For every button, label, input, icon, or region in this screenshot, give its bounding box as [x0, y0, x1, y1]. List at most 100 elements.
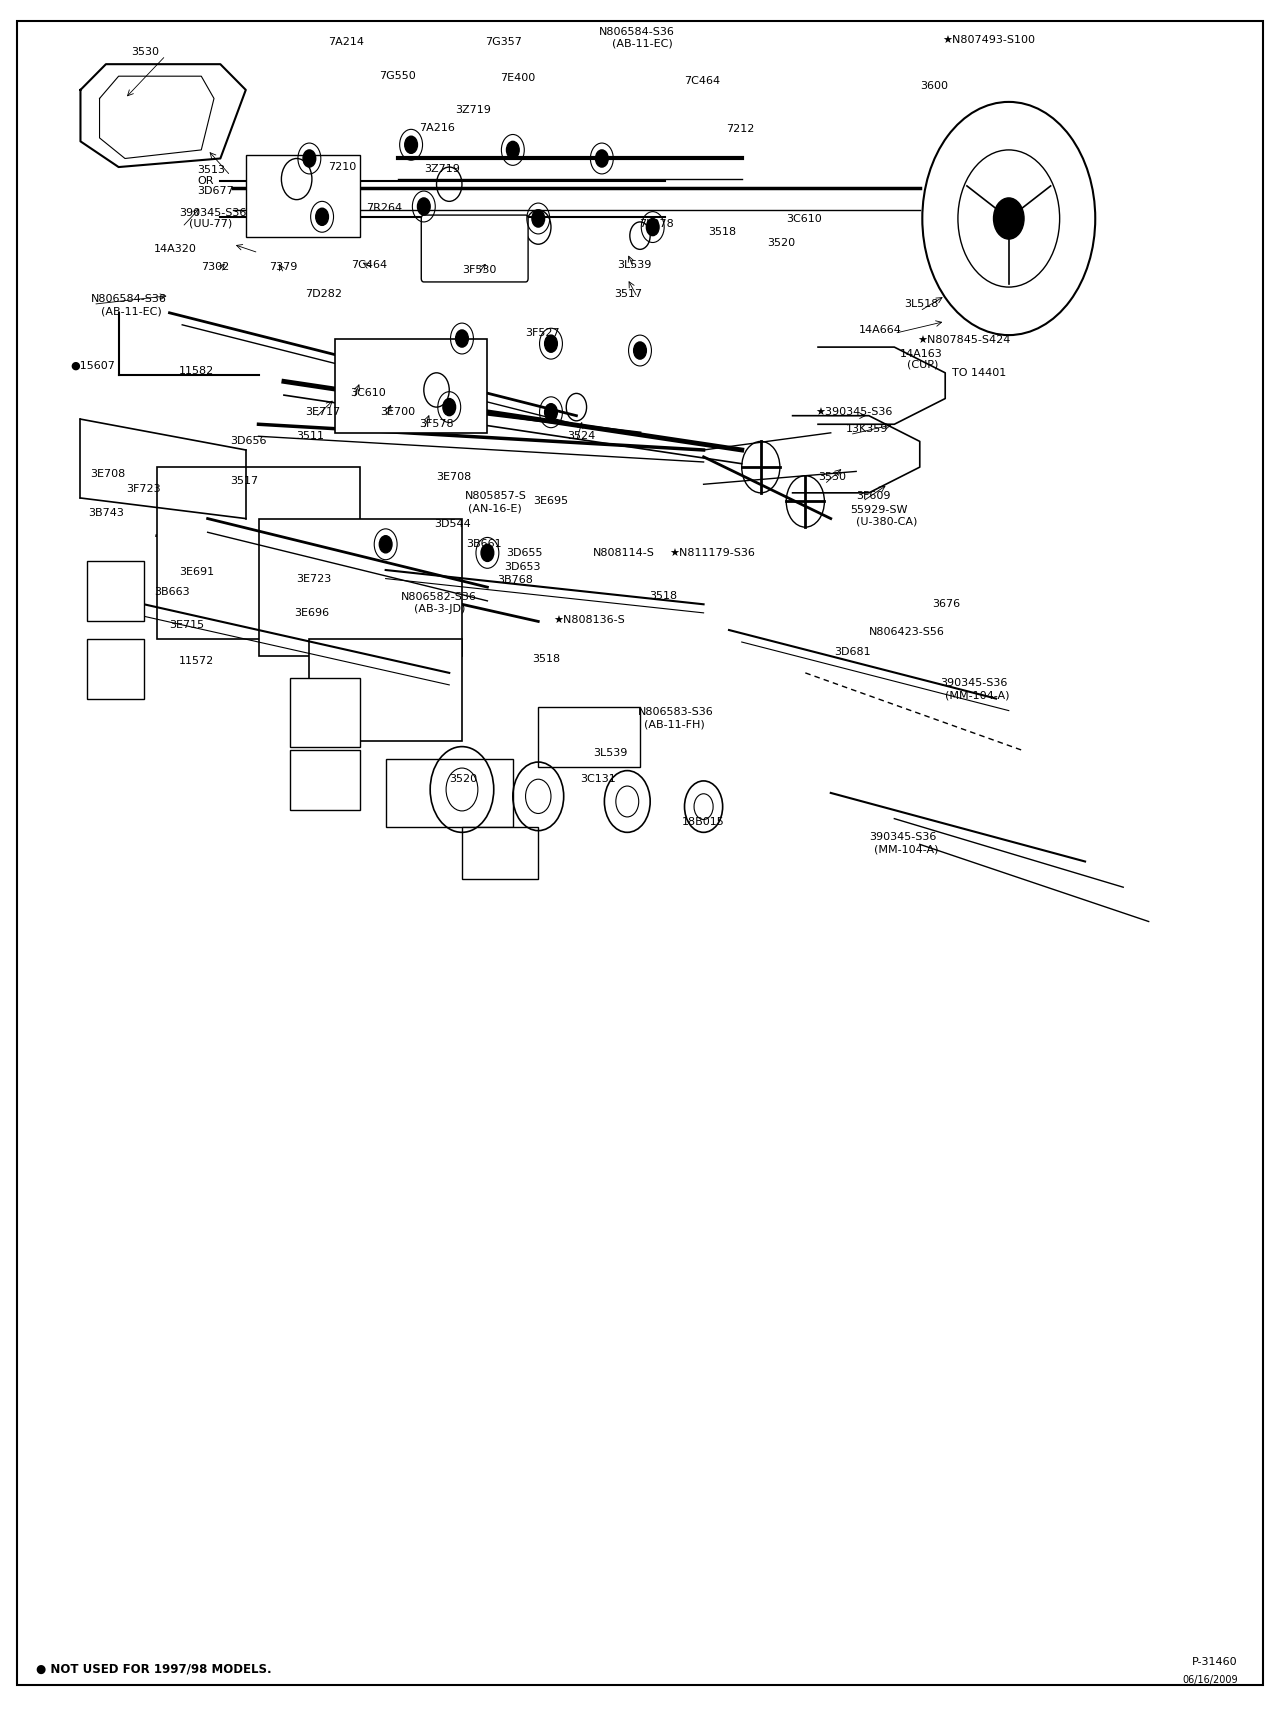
FancyBboxPatch shape — [156, 467, 360, 639]
Text: 3E708: 3E708 — [91, 469, 125, 479]
Text: 3D544: 3D544 — [434, 519, 471, 529]
Text: 7302: 7302 — [201, 262, 229, 272]
FancyBboxPatch shape — [539, 706, 640, 767]
Text: (AN-16-E): (AN-16-E) — [468, 503, 522, 513]
FancyBboxPatch shape — [310, 639, 462, 741]
Circle shape — [993, 198, 1024, 239]
Text: 390345-S36: 390345-S36 — [179, 208, 247, 219]
Circle shape — [595, 150, 608, 167]
Text: 3E691: 3E691 — [179, 567, 215, 577]
Text: 7210: 7210 — [329, 162, 357, 172]
Text: TO 14401: TO 14401 — [951, 367, 1006, 377]
Text: 3D677: 3D677 — [197, 186, 234, 196]
Circle shape — [532, 210, 544, 227]
Text: 55929-SW: 55929-SW — [850, 505, 908, 515]
Text: N805857-S: N805857-S — [465, 491, 526, 501]
Text: 3511: 3511 — [297, 431, 325, 441]
Text: ● NOT USED FOR 1997/98 MODELS.: ● NOT USED FOR 1997/98 MODELS. — [36, 1663, 271, 1676]
Text: 3517: 3517 — [230, 476, 259, 486]
Text: 3676: 3676 — [933, 600, 960, 610]
Text: N806584-S36: N806584-S36 — [91, 295, 166, 303]
Text: 14A163: 14A163 — [900, 350, 942, 358]
Text: 3518: 3518 — [532, 655, 561, 663]
Text: 3F530: 3F530 — [462, 265, 497, 276]
Circle shape — [544, 403, 557, 420]
FancyBboxPatch shape — [385, 758, 513, 827]
Text: 7212: 7212 — [727, 124, 755, 134]
Text: 3F723: 3F723 — [127, 484, 161, 495]
Text: (CUP): (CUP) — [908, 360, 938, 369]
Text: 3D656: 3D656 — [230, 436, 268, 446]
Text: 3Z719: 3Z719 — [456, 105, 492, 115]
Text: 3517: 3517 — [614, 289, 643, 300]
Text: 3D655: 3D655 — [507, 548, 543, 558]
FancyBboxPatch shape — [335, 338, 488, 432]
Text: 7C464: 7C464 — [351, 260, 388, 271]
Text: 7A216: 7A216 — [419, 122, 454, 133]
Text: 3513: 3513 — [197, 165, 225, 176]
Text: 3530: 3530 — [818, 472, 846, 482]
Text: ★N811179-S36: ★N811179-S36 — [669, 548, 755, 558]
Text: 3E723: 3E723 — [297, 574, 332, 584]
Text: 3E715: 3E715 — [169, 620, 205, 631]
Text: 3520: 3520 — [767, 238, 795, 248]
Text: 7G357: 7G357 — [485, 36, 522, 47]
Text: 13K359: 13K359 — [846, 424, 888, 434]
Text: 18B015: 18B015 — [682, 817, 724, 827]
Circle shape — [646, 219, 659, 236]
Text: 11572: 11572 — [178, 656, 214, 665]
Text: 7D282: 7D282 — [306, 289, 343, 300]
Text: 3Z719: 3Z719 — [424, 164, 460, 174]
Text: 3530: 3530 — [132, 47, 159, 57]
Text: 3L539: 3L539 — [593, 748, 627, 758]
FancyBboxPatch shape — [291, 750, 360, 810]
Circle shape — [544, 334, 557, 351]
Text: (AB-3-JD): (AB-3-JD) — [413, 605, 465, 615]
Text: 3L539: 3L539 — [617, 260, 652, 271]
Circle shape — [456, 329, 468, 346]
Text: N806423-S56: N806423-S56 — [869, 627, 945, 638]
Text: (AB-11-FH): (AB-11-FH) — [644, 718, 704, 729]
Text: 3C610: 3C610 — [786, 214, 822, 224]
Text: ★N808136-S: ★N808136-S — [553, 615, 625, 625]
Text: 7C464: 7C464 — [685, 76, 721, 86]
FancyBboxPatch shape — [291, 679, 360, 746]
Polygon shape — [81, 64, 246, 167]
FancyBboxPatch shape — [259, 519, 462, 656]
Text: 3D653: 3D653 — [504, 562, 540, 572]
Text: N806582-S36: N806582-S36 — [401, 593, 477, 603]
FancyBboxPatch shape — [421, 215, 529, 283]
Text: 7R264: 7R264 — [366, 203, 403, 214]
Circle shape — [316, 208, 329, 226]
FancyBboxPatch shape — [87, 639, 145, 698]
Text: 3600: 3600 — [920, 81, 947, 91]
Text: ●15607: ●15607 — [70, 360, 115, 370]
Text: 390345-S36: 390345-S36 — [869, 832, 936, 843]
Text: 390345-S36: 390345-S36 — [940, 679, 1007, 687]
Text: 3C131: 3C131 — [580, 774, 616, 784]
Circle shape — [417, 198, 430, 215]
Text: 3D681: 3D681 — [835, 648, 872, 656]
Text: 7E400: 7E400 — [500, 72, 535, 83]
Text: 3520: 3520 — [449, 774, 477, 784]
Text: 3E696: 3E696 — [294, 608, 329, 619]
Text: N808114-S: N808114-S — [593, 548, 655, 558]
Text: (MM-104-A): (MM-104-A) — [945, 691, 1010, 700]
Circle shape — [481, 544, 494, 562]
Text: ★N807493-S100: ★N807493-S100 — [942, 34, 1036, 45]
Text: ★390345-S36: ★390345-S36 — [815, 407, 893, 417]
Text: 3E700: 3E700 — [380, 407, 416, 417]
Text: 3E708: 3E708 — [436, 472, 472, 482]
Text: (UU-77): (UU-77) — [188, 219, 232, 229]
Text: 7G550: 7G550 — [379, 71, 416, 81]
Text: 3518: 3518 — [649, 591, 677, 601]
Text: 3F527: 3F527 — [526, 329, 561, 338]
Text: 3E717: 3E717 — [306, 407, 340, 417]
Circle shape — [507, 141, 520, 159]
Text: N806584-S36: N806584-S36 — [599, 26, 675, 36]
Text: 7A214: 7A214 — [329, 36, 365, 47]
Text: 06/16/2009: 06/16/2009 — [1181, 1675, 1238, 1685]
FancyBboxPatch shape — [462, 827, 539, 879]
Text: 7L278: 7L278 — [639, 219, 673, 229]
Text: 3B663: 3B663 — [154, 588, 189, 598]
